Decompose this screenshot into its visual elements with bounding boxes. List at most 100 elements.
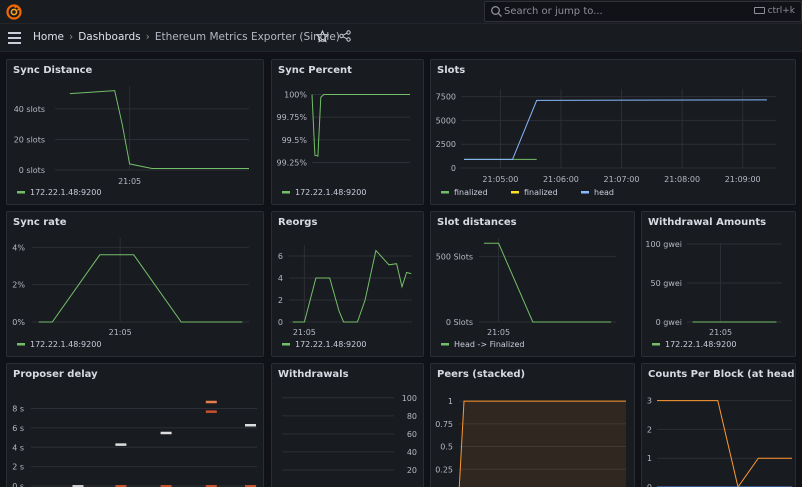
series-line xyxy=(38,254,243,323)
y-tick-label: 4% xyxy=(12,243,25,252)
y-tick-label: 2 xyxy=(278,296,283,305)
search-shortcut: ctrl+k xyxy=(753,6,795,16)
heatmap-cell xyxy=(245,485,256,487)
y-tick-label: 99.5% xyxy=(282,136,308,145)
y-tick-label: 0 slots xyxy=(19,166,45,175)
x-tick-label: 21:07:00 xyxy=(604,175,640,184)
sync-rate-chart: 4% 2% 0% 21:05 172.22.1.48:9200 xyxy=(12,238,249,349)
grafana-logo-icon[interactable] xyxy=(6,4,22,20)
proposer-delay-chart: 8 s 6 s 4 s 2 s 0 s xyxy=(12,400,257,487)
x-tick-label: 21:05 xyxy=(118,177,141,186)
y-tick-label: 2% xyxy=(12,281,25,290)
x-tick-label: 21:05 xyxy=(293,328,316,337)
panel-sync-percent[interactable]: Sync Percent 100% 99.75% 99.5% 99.25% 172.22… xyxy=(271,59,424,205)
shortcut-label: ctrl+k xyxy=(767,6,795,16)
legend-label: Head -> Finalized xyxy=(454,340,524,349)
y-tick-label: 0 xyxy=(278,318,283,327)
y-tick-label: 80 xyxy=(407,412,417,421)
panel-slot-distances[interactable]: Slot distances 500 Slots 0 Slots 21:05 Head… xyxy=(430,211,635,357)
y-tick-label: 99.25% xyxy=(276,158,307,167)
y-tick-label: 0% xyxy=(12,318,25,327)
y-tick-label: 0 s xyxy=(12,482,24,487)
heatmap-cell xyxy=(205,400,217,404)
legend-swatch xyxy=(441,191,449,194)
withdrawal-amounts-chart: 100 gwei 50 gwei 0 gwei 21:05 172.22.1.48:92… xyxy=(645,240,782,349)
panel-proposer-delay[interactable]: Proposer delay 8 s 6 s 4 s 2 s 0 s xyxy=(6,363,264,487)
y-tick-label: 0 xyxy=(647,483,652,487)
y-tick-label: 8 s xyxy=(12,405,24,414)
withdrawals-chart: 100 80 60 40 20 xyxy=(282,394,417,475)
y-tick-label: 0.25 xyxy=(435,465,453,474)
panel-counts-per-block[interactable]: Counts Per Block (at head) 3 2 1 0 xyxy=(641,363,796,487)
x-tick-label: 21:05:00 xyxy=(482,175,518,184)
x-tick-label: 21:08:00 xyxy=(664,175,700,184)
sync-percent-chart: 100% 99.75% 99.5% 99.25% 172.22.1.48:9200 xyxy=(276,91,410,197)
heatmap-cell xyxy=(205,485,217,487)
counts-per-block-chart: 3 2 1 0 xyxy=(647,397,792,487)
panel-slots[interactable]: Slots 7500 5000 2500 0 21:05:00 21:06:00 21:07… xyxy=(430,59,796,205)
x-tick-label: 21:05 xyxy=(487,328,510,337)
y-tick-label: 0 gwei xyxy=(656,318,682,327)
series-line xyxy=(483,242,612,323)
legend-label: head xyxy=(594,188,614,197)
share-icon[interactable] xyxy=(339,30,351,42)
panel-title: Sync rate xyxy=(13,217,67,228)
panel-reorgs[interactable]: Reorgs 6 4 2 0 21:05 172.22.1.48:9200 xyxy=(271,211,424,357)
y-tick-label: 7500 xyxy=(436,93,456,102)
legend-label: 172.22.1.48:9200 xyxy=(30,340,101,349)
breadcrumb: Home › Dashboards › Ethereum Metrics Exporte… xyxy=(33,31,340,43)
star-icon[interactable] xyxy=(316,30,329,43)
heatmap-cell xyxy=(115,443,127,446)
y-tick-label: 99.75% xyxy=(276,113,307,122)
panel-title: Slots xyxy=(437,65,466,76)
panel-peers[interactable]: Peers (stacked) 1 0.75 0.5 0.25 xyxy=(430,363,635,487)
panel-withdrawal-amounts[interactable]: Withdrawal Amounts 100 gwei 50 gwei 0 gwei… xyxy=(641,211,796,357)
series-area xyxy=(459,401,626,487)
peers-chart: 1 0.75 0.5 0.25 xyxy=(435,397,626,487)
y-tick-label: 2 s xyxy=(12,463,24,472)
panel-sync-distance[interactable]: Sync Distance 40 slots 20 slots 0 slots 21:… xyxy=(6,59,264,205)
y-tick-label: 20 slots xyxy=(14,135,45,144)
panel-title: Sync Distance xyxy=(13,65,93,76)
series-line xyxy=(311,94,410,157)
breadcrumb-current: Ethereum Metrics Exporter (Single) xyxy=(154,31,340,43)
heatmap-cell xyxy=(160,485,172,487)
y-tick-label: 3 xyxy=(647,397,652,406)
legend-swatch xyxy=(652,343,660,346)
y-tick-label: 2 xyxy=(647,425,652,434)
legend-swatch xyxy=(17,343,25,346)
series-line xyxy=(69,90,249,169)
y-tick-label: 100 xyxy=(402,394,417,403)
breadcrumb-home[interactable]: Home xyxy=(33,31,65,43)
y-tick-label: 4 xyxy=(278,274,283,283)
panel-withdrawals[interactable]: Withdrawals 100 80 60 40 20 xyxy=(271,363,424,487)
legend-label: 172.22.1.48:9200 xyxy=(295,188,366,197)
breadcrumb-dashboards[interactable]: Dashboards xyxy=(78,31,141,43)
y-tick-label: 60 xyxy=(407,430,417,439)
y-tick-label: 1 xyxy=(647,454,652,463)
series-line xyxy=(657,400,792,487)
panel-sync-rate[interactable]: Sync rate 4% 2% 0% 21:05 172.22.1.48:9200 xyxy=(6,211,264,357)
legend-label: 172.22.1.48:9200 xyxy=(665,340,736,349)
breadcrumb-bar: Home › Dashboards › Ethereum Metrics Exporte… xyxy=(0,24,802,52)
panel-title: Proposer delay xyxy=(13,369,98,380)
legend-swatch xyxy=(581,191,589,194)
legend-label: finalized xyxy=(524,188,558,197)
heatmap-cell xyxy=(245,423,256,427)
heatmap-cell xyxy=(115,485,127,487)
search-input[interactable]: Search or jump to... ctrl+k xyxy=(484,1,802,22)
x-tick-label: 21:05 xyxy=(709,328,732,337)
legend-swatch xyxy=(282,191,290,194)
y-tick-label: 6 xyxy=(278,252,283,261)
panel-title: Withdrawal Amounts xyxy=(648,217,767,228)
legend-label: finalized xyxy=(454,188,488,197)
sync-distance-chart: 40 slots 20 slots 0 slots 21:05 172.22.1.48:… xyxy=(14,86,249,197)
y-tick-label: 5000 xyxy=(436,116,456,125)
y-tick-label: 0.5 xyxy=(440,443,453,452)
x-tick-label: 21:09:00 xyxy=(725,175,761,184)
panel-title: Reorgs xyxy=(278,217,318,228)
menu-icon[interactable] xyxy=(8,32,21,44)
legend-label: 172.22.1.48:9200 xyxy=(30,188,101,197)
panel-title: Slot distances xyxy=(437,217,517,228)
legend-label: 172.22.1.48:9200 xyxy=(295,340,366,349)
